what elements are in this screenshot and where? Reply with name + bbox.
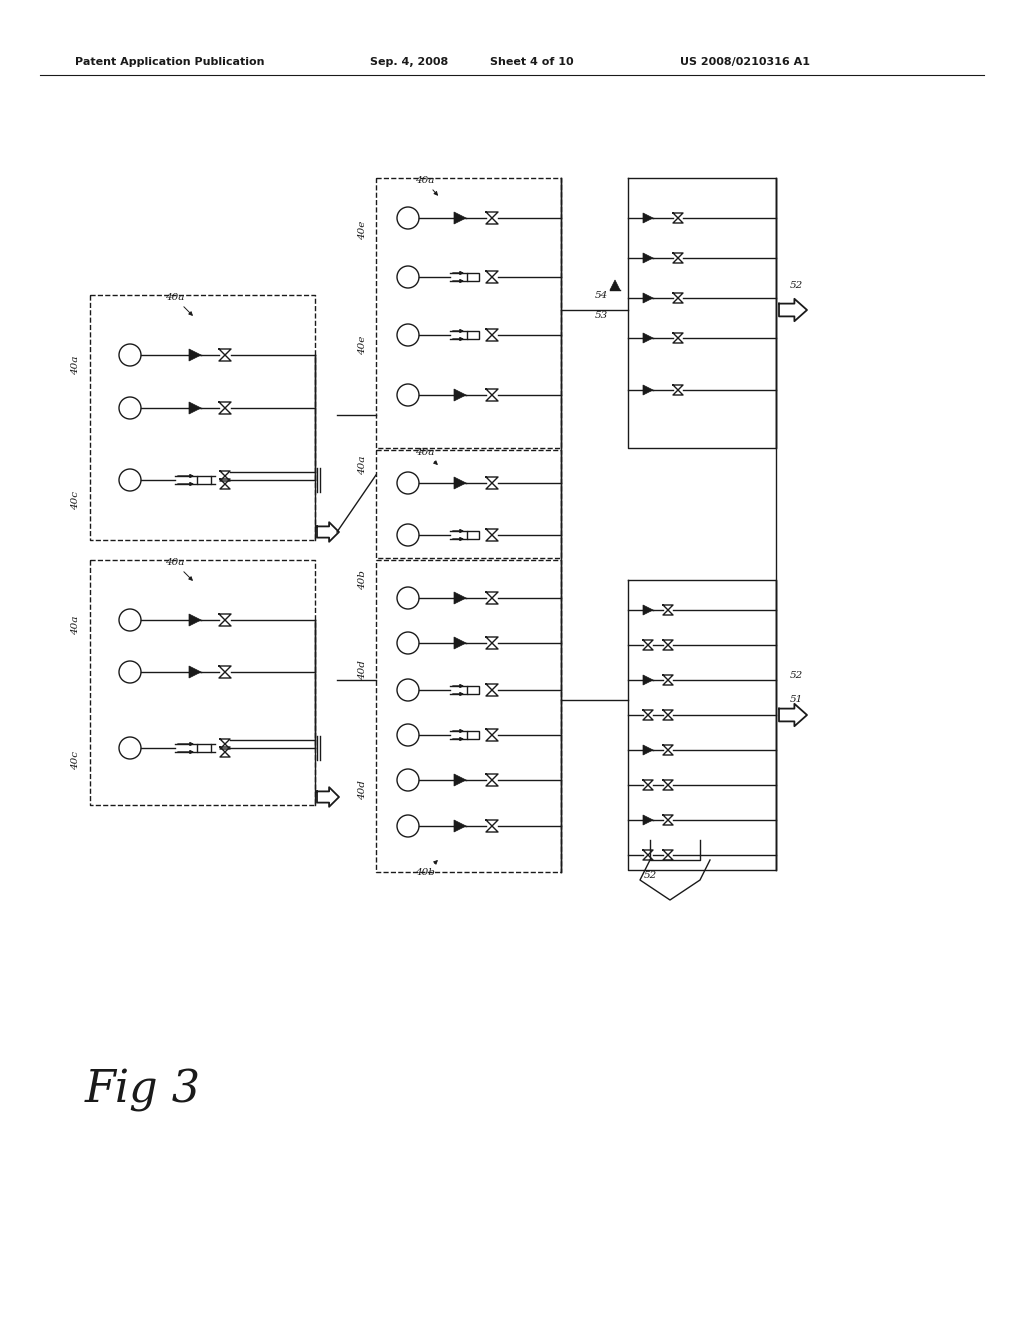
Bar: [467, 731, 479, 739]
Text: 40a: 40a: [72, 355, 81, 375]
Text: 40a: 40a: [358, 455, 368, 475]
Polygon shape: [189, 403, 201, 414]
Text: 40c: 40c: [72, 751, 81, 770]
Text: 40c: 40c: [72, 491, 81, 510]
Text: 52: 52: [643, 870, 656, 879]
Text: 40b: 40b: [358, 570, 368, 590]
Polygon shape: [643, 385, 653, 395]
Polygon shape: [454, 774, 466, 785]
Text: 40a: 40a: [165, 293, 193, 315]
Text: Sheet 4 of 10: Sheet 4 of 10: [490, 57, 573, 67]
Text: 40d: 40d: [358, 780, 368, 800]
Text: 54: 54: [595, 290, 608, 300]
Text: 40d: 40d: [358, 660, 368, 680]
Bar: [467, 331, 479, 339]
Polygon shape: [643, 293, 653, 304]
Polygon shape: [454, 638, 466, 649]
Polygon shape: [610, 280, 620, 290]
Polygon shape: [454, 213, 466, 224]
Polygon shape: [454, 820, 466, 832]
Text: 40a: 40a: [415, 447, 437, 465]
Text: 40e: 40e: [358, 220, 368, 240]
Polygon shape: [643, 333, 653, 343]
Bar: [197, 477, 211, 484]
Polygon shape: [189, 348, 201, 360]
Text: US 2008/0210316 A1: US 2008/0210316 A1: [680, 57, 810, 67]
Text: 52: 52: [790, 671, 803, 680]
Polygon shape: [189, 614, 201, 626]
Polygon shape: [643, 675, 653, 685]
Polygon shape: [643, 744, 653, 755]
Text: 40b: 40b: [415, 861, 437, 876]
Bar: [467, 686, 479, 694]
Text: 40a: 40a: [72, 615, 81, 635]
Bar: [197, 744, 211, 752]
Polygon shape: [189, 667, 201, 678]
Polygon shape: [643, 605, 653, 615]
Bar: [467, 531, 479, 539]
Text: 40e: 40e: [358, 335, 368, 355]
Polygon shape: [643, 253, 653, 263]
Text: 40a: 40a: [165, 558, 193, 581]
Text: 51: 51: [790, 696, 803, 705]
Polygon shape: [454, 389, 466, 401]
Text: Fig 3: Fig 3: [85, 1068, 201, 1111]
Polygon shape: [643, 814, 653, 825]
Bar: [467, 273, 479, 281]
Text: 52: 52: [790, 281, 803, 289]
Text: Patent Application Publication: Patent Application Publication: [75, 57, 264, 67]
Polygon shape: [454, 477, 466, 488]
Text: 40a: 40a: [415, 176, 437, 195]
Polygon shape: [643, 213, 653, 223]
Text: Sep. 4, 2008: Sep. 4, 2008: [370, 57, 449, 67]
Polygon shape: [454, 591, 466, 605]
Text: 53: 53: [595, 310, 608, 319]
